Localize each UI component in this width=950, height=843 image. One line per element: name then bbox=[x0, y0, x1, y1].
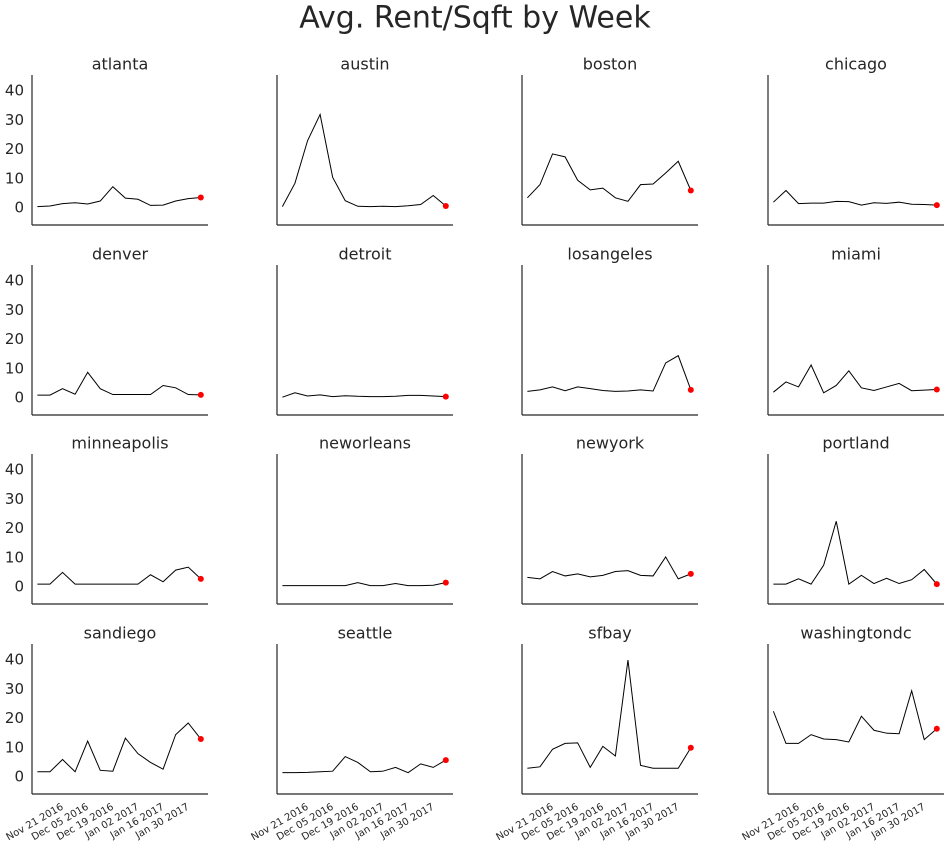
line bbox=[527, 153, 692, 202]
panel-title: losangeles bbox=[567, 245, 652, 264]
y-tick-label: 20 bbox=[5, 140, 24, 158]
line bbox=[281, 112, 447, 208]
last-point bbox=[933, 581, 940, 588]
y-tick-label: 30 bbox=[5, 111, 24, 129]
y-tick-label: 20 bbox=[5, 330, 24, 348]
panel-title: denver bbox=[92, 245, 148, 264]
y-tick-label: 10 bbox=[5, 738, 24, 756]
y-tick-label: 40 bbox=[5, 461, 24, 479]
last-point bbox=[442, 393, 449, 400]
panel-title: neworleans bbox=[319, 434, 411, 453]
y-tick-label: 0 bbox=[14, 199, 24, 217]
last-point bbox=[197, 194, 204, 201]
y-tick-label: 20 bbox=[5, 709, 24, 727]
panel-title: sfbay bbox=[588, 624, 631, 643]
line bbox=[37, 722, 202, 773]
y-tick-label: 20 bbox=[5, 519, 24, 537]
last-point bbox=[197, 736, 204, 743]
panel-title: austin bbox=[340, 55, 389, 74]
line bbox=[37, 185, 201, 208]
panel-title: portland bbox=[822, 434, 889, 453]
last-point bbox=[197, 575, 204, 582]
line bbox=[282, 755, 447, 774]
y-tick-label: 0 bbox=[14, 389, 24, 407]
line bbox=[773, 521, 938, 585]
y-tick-label: 30 bbox=[5, 490, 24, 508]
y-tick-label: 0 bbox=[14, 768, 24, 786]
y-tick-label: 10 bbox=[5, 359, 24, 377]
last-point bbox=[442, 579, 449, 586]
last-point bbox=[933, 725, 940, 732]
panel-title: chicago bbox=[825, 55, 887, 74]
y-tick-label: 40 bbox=[5, 82, 24, 100]
chart-title: Avg. Rent/Sqft by Week bbox=[299, 1, 651, 36]
last-point bbox=[687, 187, 694, 194]
line bbox=[37, 371, 201, 396]
line bbox=[282, 392, 446, 398]
panel-title: minneapolis bbox=[71, 434, 168, 453]
last-point bbox=[197, 391, 204, 398]
line bbox=[527, 660, 692, 769]
panel-title: boston bbox=[583, 55, 637, 74]
panel-title: atlanta bbox=[92, 55, 149, 74]
line bbox=[282, 582, 446, 587]
line bbox=[527, 354, 692, 392]
last-point bbox=[442, 757, 449, 764]
panel-title: detroit bbox=[338, 245, 391, 264]
line bbox=[773, 363, 937, 394]
panel-title: newyork bbox=[576, 434, 645, 453]
last-point bbox=[687, 570, 694, 577]
y-tick-label: 30 bbox=[5, 301, 24, 319]
line bbox=[773, 189, 937, 206]
panel-title: seattle bbox=[338, 624, 393, 643]
y-tick-label: 40 bbox=[5, 651, 24, 669]
y-tick-label: 10 bbox=[5, 548, 24, 566]
last-point bbox=[933, 386, 940, 393]
panel-title: washingtondc bbox=[800, 624, 911, 643]
line bbox=[772, 688, 938, 744]
y-tick-label: 10 bbox=[5, 169, 24, 187]
last-point bbox=[442, 202, 449, 209]
line bbox=[527, 555, 692, 580]
last-point bbox=[687, 386, 694, 393]
line bbox=[37, 566, 202, 585]
panel-title: miami bbox=[831, 245, 881, 264]
panel-title: sandiego bbox=[84, 624, 157, 643]
last-point bbox=[933, 202, 940, 209]
y-tick-label: 30 bbox=[5, 680, 24, 698]
y-tick-label: 0 bbox=[14, 578, 24, 596]
last-point bbox=[687, 744, 694, 751]
y-tick-label: 40 bbox=[5, 272, 24, 290]
